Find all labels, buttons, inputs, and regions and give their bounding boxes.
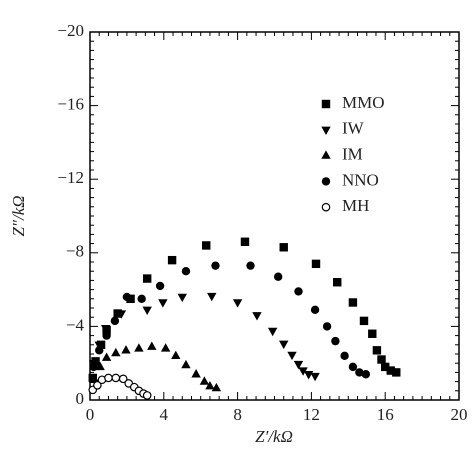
data-point bbox=[293, 360, 304, 370]
data-point bbox=[381, 362, 390, 372]
data-point bbox=[116, 310, 127, 319]
data-point bbox=[181, 267, 191, 276]
legend-label: MMO bbox=[342, 93, 385, 112]
data-point bbox=[211, 261, 220, 270]
data-point bbox=[273, 272, 283, 281]
data-point bbox=[95, 346, 104, 355]
data-point bbox=[279, 243, 288, 252]
data-point bbox=[322, 322, 332, 331]
data-point bbox=[333, 278, 342, 287]
data-point bbox=[167, 255, 177, 265]
data-point bbox=[392, 368, 401, 377]
data-point bbox=[368, 329, 377, 338]
data-point bbox=[279, 340, 289, 350]
data-point bbox=[232, 299, 243, 308]
data-point bbox=[310, 372, 320, 382]
data-point bbox=[205, 381, 215, 390]
data-point bbox=[377, 355, 386, 364]
data-point bbox=[160, 343, 171, 352]
y-tick-label: −12 bbox=[57, 168, 84, 187]
data-point bbox=[104, 373, 113, 383]
data-point bbox=[348, 362, 358, 372]
data-point bbox=[311, 259, 321, 269]
data-point bbox=[137, 294, 146, 303]
data-point bbox=[110, 316, 120, 326]
data-point bbox=[310, 305, 320, 315]
y-tick-label: 0 bbox=[76, 389, 85, 408]
data-point bbox=[142, 391, 152, 400]
legend-marker bbox=[321, 126, 331, 135]
x-tick-label: 4 bbox=[160, 405, 169, 424]
data-point bbox=[113, 309, 122, 318]
data-point bbox=[202, 241, 211, 250]
legend-label: IW bbox=[342, 119, 365, 138]
data-point bbox=[372, 346, 382, 355]
data-point bbox=[294, 287, 303, 296]
data-point bbox=[355, 368, 364, 377]
data-point bbox=[94, 341, 104, 350]
data-point bbox=[89, 374, 100, 383]
data-point bbox=[267, 327, 278, 337]
data-point bbox=[199, 376, 210, 385]
data-point bbox=[252, 312, 262, 321]
data-point bbox=[155, 281, 165, 291]
data-point bbox=[101, 352, 112, 361]
legend-marker bbox=[321, 202, 331, 212]
data-point bbox=[122, 292, 132, 302]
x-tick-label: 8 bbox=[233, 405, 242, 424]
y-tick-label: −4 bbox=[66, 315, 85, 334]
data-point bbox=[298, 367, 308, 376]
legend-marker bbox=[321, 177, 331, 186]
x-tick-label: 20 bbox=[451, 405, 468, 424]
data-point bbox=[171, 350, 181, 360]
y-tick-label: −20 bbox=[57, 21, 84, 40]
data-point bbox=[240, 237, 250, 246]
data-point bbox=[158, 299, 168, 308]
legend-label: NNO bbox=[342, 170, 379, 189]
legend-label: IM bbox=[342, 145, 363, 164]
data-point bbox=[111, 373, 121, 383]
data-point bbox=[361, 370, 371, 379]
y-axis-label: Z″/kΩ bbox=[9, 195, 28, 236]
data-point bbox=[118, 374, 128, 384]
legend-marker bbox=[321, 150, 331, 159]
data-point bbox=[93, 380, 102, 390]
data-point bbox=[134, 343, 144, 352]
data-point bbox=[121, 345, 131, 354]
data-point bbox=[142, 274, 152, 283]
data-point bbox=[147, 341, 157, 350]
plot-frame bbox=[89, 31, 460, 401]
data-point bbox=[340, 351, 349, 361]
x-axis-label: Z′/kΩ bbox=[255, 427, 293, 446]
y-tick-label: −8 bbox=[66, 242, 84, 261]
x-tick-label: 12 bbox=[303, 405, 320, 424]
data-point bbox=[95, 361, 105, 371]
data-point bbox=[142, 306, 152, 316]
x-tick-label: 16 bbox=[377, 405, 394, 424]
y-tick-label: −16 bbox=[57, 95, 84, 114]
data-point bbox=[100, 325, 111, 334]
data-point bbox=[89, 362, 98, 372]
data-point bbox=[181, 359, 191, 369]
data-point bbox=[111, 347, 121, 357]
x-tick-label: 0 bbox=[86, 405, 95, 424]
data-point bbox=[102, 331, 111, 340]
data-point bbox=[211, 382, 222, 392]
data-point bbox=[359, 316, 369, 326]
data-point bbox=[207, 292, 217, 302]
data-point bbox=[348, 298, 358, 307]
data-point bbox=[246, 261, 255, 270]
data-point bbox=[191, 369, 201, 378]
data-point bbox=[386, 366, 395, 375]
data-point bbox=[287, 351, 297, 361]
legend-label: MH bbox=[342, 196, 369, 215]
legend-marker bbox=[321, 99, 331, 109]
data-point bbox=[177, 293, 187, 303]
data-point bbox=[331, 336, 340, 346]
